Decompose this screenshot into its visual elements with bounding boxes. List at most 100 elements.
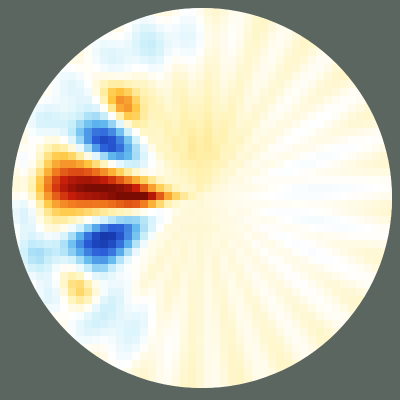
heatmap-cell xyxy=(308,160,317,169)
heatmap-cell xyxy=(108,160,117,169)
heatmap-cell xyxy=(340,232,349,241)
heatmap-cell xyxy=(36,152,45,161)
heatmap-cell xyxy=(332,312,341,321)
heatmap-cell xyxy=(284,80,293,89)
heatmap-cell xyxy=(212,352,221,361)
heatmap-cell xyxy=(148,96,157,105)
heatmap-cell xyxy=(316,320,325,329)
heatmap-cell xyxy=(44,104,53,113)
heatmap-cell xyxy=(196,144,205,153)
heatmap-cell xyxy=(76,88,85,97)
heatmap-cell xyxy=(316,272,325,281)
heatmap-cell xyxy=(340,304,349,313)
heatmap-cell xyxy=(284,328,293,337)
heatmap-cell xyxy=(52,296,61,305)
heatmap-cell xyxy=(156,368,165,377)
heatmap-cell xyxy=(140,280,149,289)
heatmap-cell xyxy=(196,224,205,233)
heatmap-cell xyxy=(244,240,253,249)
heatmap-cell xyxy=(92,184,101,193)
heatmap-cell xyxy=(28,136,37,145)
heatmap-cell xyxy=(180,360,189,369)
heatmap-cell xyxy=(276,224,285,233)
heatmap-cell xyxy=(348,224,357,233)
heatmap-cell xyxy=(260,208,269,217)
heatmap-cell xyxy=(164,272,173,281)
heatmap-cell xyxy=(148,240,157,249)
heatmap-cell xyxy=(156,80,165,89)
heatmap-cell xyxy=(236,192,245,201)
heatmap-cell xyxy=(180,8,189,17)
heatmap-cell xyxy=(180,152,189,161)
heatmap-cell xyxy=(372,200,381,209)
heatmap-cell xyxy=(180,352,189,361)
heatmap-cell xyxy=(140,176,149,185)
heatmap-cell xyxy=(68,208,77,217)
heatmap-cell xyxy=(284,112,293,121)
heatmap-cell xyxy=(236,360,245,369)
heatmap-cell xyxy=(188,224,197,233)
heatmap-cell xyxy=(348,88,357,97)
heatmap-cell xyxy=(92,136,101,145)
heatmap-cell xyxy=(220,160,229,169)
heatmap-cell xyxy=(300,200,309,209)
heatmap-cell xyxy=(132,120,141,129)
heatmap-cell xyxy=(92,200,101,209)
heatmap-cell xyxy=(236,72,245,81)
heatmap-cell xyxy=(180,192,189,201)
heatmap-cell xyxy=(284,64,293,73)
heatmap-cell xyxy=(348,280,357,289)
heatmap-cell xyxy=(108,72,117,81)
heatmap-cell xyxy=(260,320,269,329)
heatmap-cell xyxy=(172,208,181,217)
heatmap-cell xyxy=(148,176,157,185)
heatmap-cell xyxy=(100,144,109,153)
heatmap-cell xyxy=(204,256,213,265)
heatmap-cell xyxy=(356,248,365,257)
heatmap-cell xyxy=(372,160,381,169)
heatmap-cell xyxy=(188,80,197,89)
heatmap-cell xyxy=(236,32,245,41)
heatmap-cell xyxy=(140,72,149,81)
heatmap-cell xyxy=(196,120,205,129)
heatmap-cell xyxy=(156,64,165,73)
heatmap-cell xyxy=(220,80,229,89)
heatmap-cell xyxy=(132,88,141,97)
heatmap-cell xyxy=(300,184,309,193)
heatmap-cell xyxy=(132,192,141,201)
heatmap-cell xyxy=(172,64,181,73)
heatmap-cell xyxy=(204,176,213,185)
heatmap-cell xyxy=(340,184,349,193)
heatmap-cell xyxy=(164,120,173,129)
heatmap-cell xyxy=(284,48,293,57)
heatmap-cell xyxy=(92,160,101,169)
heatmap-cell xyxy=(268,88,277,97)
heatmap-cell xyxy=(116,64,125,73)
heatmap-cell xyxy=(268,328,277,337)
heatmap-cell xyxy=(164,240,173,249)
heatmap-cell xyxy=(108,56,117,65)
heatmap-cell xyxy=(380,176,389,185)
heatmap-cell xyxy=(172,192,181,201)
heatmap-cell xyxy=(196,96,205,105)
heatmap-cell xyxy=(316,296,325,305)
heatmap-cell xyxy=(124,304,133,313)
heatmap-cell xyxy=(180,288,189,297)
heatmap-cell xyxy=(228,216,237,225)
heatmap-cell xyxy=(236,240,245,249)
heatmap-cell xyxy=(108,168,117,177)
heatmap-cell xyxy=(148,344,157,353)
heatmap-cell xyxy=(220,208,229,217)
heatmap-cell xyxy=(244,24,253,33)
heatmap-cell xyxy=(148,296,157,305)
heatmap-cell xyxy=(148,208,157,217)
heatmap-cell xyxy=(212,376,221,385)
heatmap-cell xyxy=(196,184,205,193)
heatmap-cell xyxy=(236,368,245,377)
heatmap-cell xyxy=(92,80,101,89)
heatmap-cell xyxy=(180,248,189,257)
heatmap-cell xyxy=(220,224,229,233)
heatmap-cell xyxy=(44,256,53,265)
heatmap-cell xyxy=(52,96,61,105)
heatmap-cell xyxy=(324,248,333,257)
